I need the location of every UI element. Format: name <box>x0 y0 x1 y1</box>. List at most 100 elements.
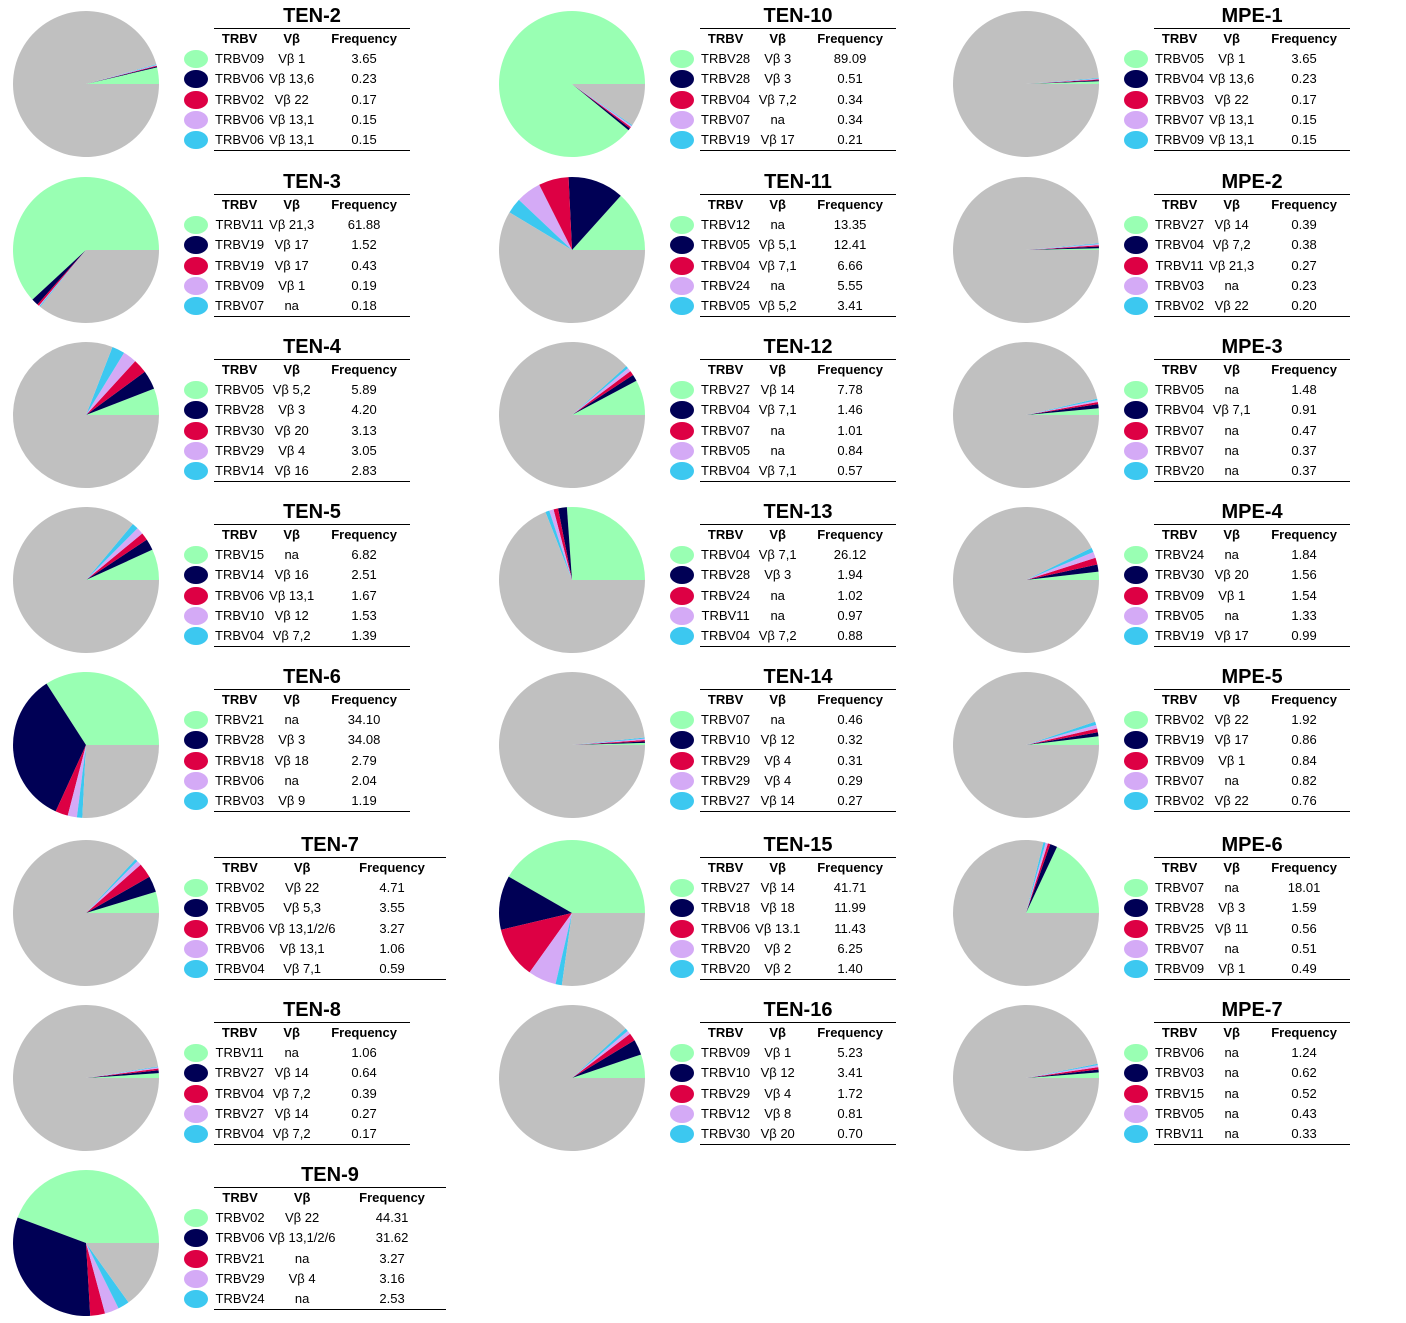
pie-slice-rank-4 <box>38 250 86 307</box>
cell-trbv: TRBV30 <box>701 1126 751 1142</box>
chart-title: TEN-7 <box>301 834 359 856</box>
table-row: TRBV06 Vβ 13,6 0.23 <box>184 69 410 89</box>
pie-slice-rank-3 <box>37 250 86 306</box>
legend-swatch <box>670 879 694 897</box>
cell-trbv: TRBV19 <box>215 257 265 273</box>
table-row: TRBV03 Vβ 9 1.19 <box>184 791 410 811</box>
legend-swatch <box>670 50 694 68</box>
chart-title: MPE-7 <box>1221 999 1283 1021</box>
cell-frequency: 0.47 <box>1291 422 1317 438</box>
chart-title: TEN-3 <box>283 171 341 193</box>
cell-vb: Vβ 17 <box>1214 732 1249 748</box>
table-row: TRBV04 Vβ 7,1 6.66 <box>670 256 896 276</box>
table-row: TRBV06 Vβ 13,1 0.15 <box>184 130 410 150</box>
table-row: TRBV02 Vβ 22 0.20 <box>1124 296 1350 316</box>
pie-slice-rank-4 <box>572 84 632 128</box>
legend-swatch <box>670 401 694 420</box>
cell-frequency: 0.39 <box>1291 217 1317 232</box>
frequency-table: TRBV Vβ Frequency TRBV27 Vβ 14 0.39 TRBV04 Vβ 7… <box>1124 194 1350 318</box>
pie-slice-other <box>499 1004 645 1151</box>
cell-vb: Vβ 13,1 <box>1209 111 1255 127</box>
table-row: TRBV07 na 0.34 <box>670 110 896 130</box>
legend-swatch <box>1124 1125 1148 1144</box>
pie-panel: MPE-6 TRBV Vβ Frequency TRBV07 na 18.01 TRBV28 V… <box>952 833 1352 993</box>
legend-swatch <box>184 1125 208 1144</box>
table-row: TRBV02 Vβ 22 44.31 <box>184 1208 446 1228</box>
pie-slice-rank-4 <box>86 528 143 580</box>
pie-chart <box>498 839 645 986</box>
cell-vb: Vβ 13,1 <box>279 940 325 956</box>
cell-vb: na <box>284 1045 299 1060</box>
cell-vb: Vβ 1 <box>1218 961 1246 977</box>
cell-frequency: 3.65 <box>1291 51 1317 66</box>
cell-frequency: 61.88 <box>347 217 381 232</box>
cell-frequency: 11.99 <box>834 900 866 916</box>
legend-swatch <box>184 1084 208 1103</box>
table-row: TRBV10 Vβ 12 1.53 <box>184 606 410 626</box>
pie-slice-rank-4 <box>572 1030 631 1078</box>
legend-swatch <box>184 751 208 770</box>
frequency-table-block: TEN-8 TRBV Vβ Frequency TRBV11 na 1.06 TRBV27 Vβ… <box>184 998 410 1146</box>
table-header: TRBV Vβ Frequency <box>1154 195 1350 215</box>
table-row: TRBV24 na 5.55 <box>670 276 896 296</box>
header-vb: Vβ <box>1223 1025 1240 1040</box>
pie-slice-rank-1 <box>499 10 645 157</box>
cell-trbv: TRBV11 <box>215 1045 264 1060</box>
pie-panel: TEN-5 TRBV Vβ Frequency TRBV15 na 6.82 TRBV14 Vβ… <box>12 500 412 660</box>
cell-frequency: 1.01 <box>837 422 863 438</box>
cell-vb: Vβ 3 <box>1218 900 1246 916</box>
table-row: TRBV07 na 0.82 <box>1124 771 1350 791</box>
table-row: TRBV19 Vβ 17 0.99 <box>1124 626 1350 646</box>
cell-vb: na <box>770 442 785 458</box>
legend-swatch <box>184 131 208 150</box>
cell-frequency: 0.97 <box>837 607 863 623</box>
legend-swatch <box>1124 256 1148 275</box>
legend-swatch <box>670 236 694 255</box>
pie-slice-rank-4 <box>86 352 136 415</box>
frequency-table: TRBV Vβ Frequency TRBV07 na 0.46 TRBV10 Vβ 12 0.… <box>670 689 896 813</box>
cell-frequency: 0.70 <box>837 1126 863 1142</box>
cell-frequency: 26.12 <box>833 547 867 562</box>
legend-swatch <box>184 1104 208 1123</box>
legend-swatch <box>670 1104 694 1123</box>
table-row: TRBV25 Vβ 11 0.56 <box>1124 919 1350 939</box>
table-row: TRBV06 na 2.04 <box>184 771 410 791</box>
table-row: TRBV28 Vβ 3 34.08 <box>184 730 410 750</box>
pie-panel: TEN-14 TRBV Vβ Frequency TRBV07 na 0.46 TRBV10 V… <box>498 665 898 825</box>
legend-swatch <box>184 1290 208 1309</box>
cell-vb: Vβ 16 <box>274 567 309 583</box>
header-trbv: TRBV <box>707 860 744 875</box>
pie-slice-rank-5 <box>86 523 138 580</box>
legend-swatch <box>184 879 208 897</box>
header-trbv: TRBV <box>221 362 258 377</box>
cell-frequency: 2.51 <box>351 567 377 583</box>
pie-panel: MPE-2 TRBV Vβ Frequency TRBV27 Vβ 14 0.39 TRBV0… <box>952 170 1352 330</box>
cell-trbv: TRBV28 <box>701 51 751 66</box>
cell-vb: Vβ 21,3 <box>1209 257 1255 273</box>
cell-frequency: 34.10 <box>347 712 381 727</box>
header-frequency: Frequency <box>359 1190 425 1205</box>
frequency-table: TRBV Vβ Frequency TRBV11 Vβ 21,3 61.88 TRBV19 V… <box>184 194 410 318</box>
legend-swatch <box>184 919 208 938</box>
header-frequency: Frequency <box>1271 692 1337 707</box>
table-row: TRBV29 Vβ 4 1.72 <box>670 1084 896 1104</box>
legend-swatch <box>184 90 208 109</box>
cell-vb: Vβ 3 <box>764 71 792 87</box>
table-row: TRBV05 na 1.33 <box>1124 606 1350 626</box>
cell-frequency: 41.71 <box>833 880 867 895</box>
table-row: TRBV02 Vβ 22 0.76 <box>1124 791 1350 811</box>
table-row: TRBV30 Vβ 20 0.70 <box>670 1124 896 1144</box>
cell-vb: Vβ 7,2 <box>758 628 797 644</box>
header-vb: Vβ <box>769 1025 786 1040</box>
table-row: TRBV04 Vβ 7,2 0.34 <box>670 90 896 110</box>
cell-trbv: TRBV12 <box>701 217 751 232</box>
table-row: TRBV05 na 0.84 <box>670 441 896 461</box>
pie-slice-rank-2 <box>1026 1069 1099 1078</box>
table-row: TRBV07 na 0.51 <box>1124 939 1350 959</box>
pie-chart <box>499 671 645 818</box>
header-vb: Vβ <box>769 692 786 707</box>
pie-slice-rank-5 <box>39 250 86 307</box>
header-frequency: Frequency <box>331 1025 397 1040</box>
cell-trbv: TRBV24 <box>701 277 751 293</box>
legend-swatch <box>670 586 694 605</box>
